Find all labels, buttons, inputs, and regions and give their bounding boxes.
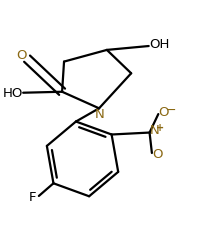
- Text: N: N: [95, 108, 105, 121]
- Text: O: O: [152, 148, 163, 161]
- Text: +: +: [156, 123, 164, 133]
- Text: N: N: [150, 124, 159, 138]
- Text: OH: OH: [149, 38, 170, 51]
- Text: −: −: [166, 104, 176, 117]
- Text: O: O: [16, 49, 26, 62]
- Text: HO: HO: [2, 87, 23, 100]
- Text: O: O: [159, 106, 169, 119]
- Text: F: F: [29, 191, 36, 204]
